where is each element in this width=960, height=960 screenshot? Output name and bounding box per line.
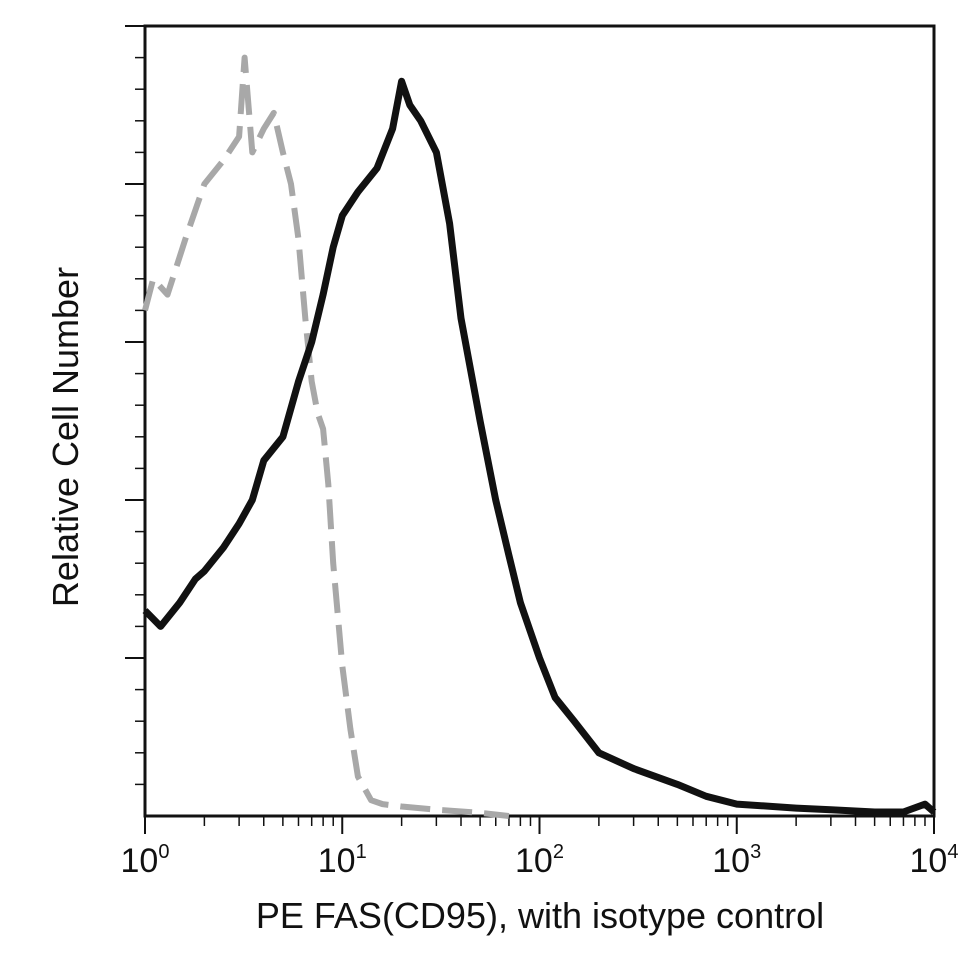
x-tick-label-exponent: 2 [553,841,564,863]
fas-cd95-series-line [142,77,937,816]
x-tick-label-exponent: 1 [356,841,367,863]
x-axis-title: PE FAS(CD95), with isotype control [256,895,824,936]
x-tick-label: 104 [910,841,959,880]
x-tick-label-base: 10 [910,842,948,880]
y-axis-title: Relative Cell Number [45,267,86,607]
y-axis-ticks [125,25,145,786]
x-axis-ticks [144,816,935,834]
x-tick-label-exponent: 4 [947,841,958,863]
series-layer [142,54,937,819]
x-tick-label: 100 [121,841,170,880]
x-tick-label-exponent: 3 [750,841,761,863]
x-tick-label-base: 10 [515,842,553,880]
x-tick-label-base: 10 [121,842,159,880]
x-tick-label-exponent: 0 [158,841,169,863]
x-tick-label: 101 [318,841,367,880]
plot-frame [143,24,936,818]
x-tick-label: 103 [712,841,761,880]
x-tick-label-base: 10 [712,842,750,880]
x-axis-tick-labels: 100 101 102 103 104 [121,841,959,880]
x-tick-label: 102 [515,841,564,880]
isotype-control-series-line [142,54,510,819]
x-tick-label-base: 10 [318,842,356,880]
